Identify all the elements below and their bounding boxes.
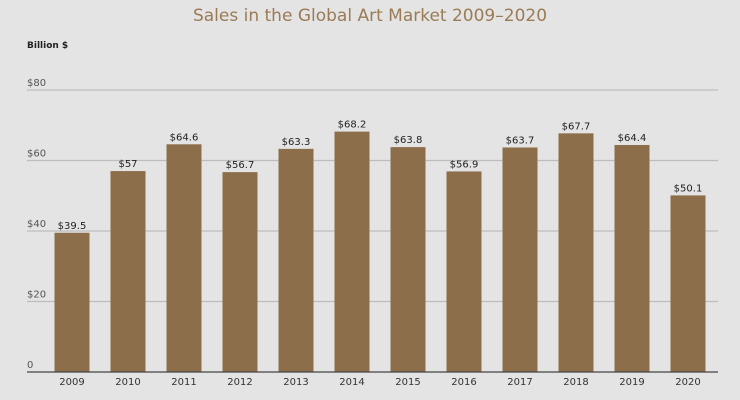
data-label: $63.3: [282, 137, 311, 148]
bar-2015: [390, 147, 426, 372]
data-label: $50.1: [674, 183, 703, 194]
x-tick-label: 2016: [451, 377, 476, 388]
y-tick-label: 0: [27, 360, 33, 371]
data-label: $68.2: [338, 120, 367, 131]
bar-2016: [446, 171, 482, 372]
bar-2013: [278, 148, 314, 372]
data-label: $63.8: [394, 135, 423, 146]
y-tick-label: $60: [27, 149, 46, 160]
data-label: $64.4: [618, 133, 647, 144]
data-label: $57: [118, 159, 137, 170]
data-label: $56.9: [450, 159, 479, 170]
x-tick-label: 2013: [283, 377, 308, 388]
y-tick-label: $20: [27, 290, 46, 301]
bar-2019: [614, 144, 650, 372]
data-label: $67.7: [562, 121, 591, 132]
bar-2009: [54, 232, 90, 372]
x-tick-label: 2012: [227, 377, 252, 388]
data-label: $64.6: [170, 132, 199, 143]
x-tick-label: 2020: [675, 377, 700, 388]
data-label: $63.7: [506, 135, 535, 146]
data-label: $39.5: [58, 221, 87, 232]
chart-title: Sales in the Global Art Market 2009–2020: [192, 6, 548, 26]
y-tick-label: $40: [27, 219, 46, 230]
y-tick-label: $80: [27, 78, 46, 89]
bar-2010: [110, 171, 146, 372]
bar-2012: [222, 172, 258, 372]
data-label: $56.7: [226, 160, 255, 171]
y-axis-label: Billion $: [27, 41, 69, 51]
bar-2018: [558, 133, 594, 372]
x-tick-label: 2009: [59, 377, 84, 388]
bar-2020: [670, 195, 706, 372]
x-tick-label: 2011: [171, 377, 196, 388]
x-tick-label: 2015: [395, 377, 420, 388]
x-tick-label: 2018: [563, 377, 588, 388]
x-tick-label: 2017: [507, 377, 532, 388]
bar-2011: [166, 144, 202, 372]
bar-2014: [334, 131, 370, 372]
x-tick-label: 2019: [619, 377, 644, 388]
bar-2017: [502, 147, 538, 372]
x-tick-label: 2014: [339, 377, 364, 388]
x-tick-label: 2010: [115, 377, 140, 388]
